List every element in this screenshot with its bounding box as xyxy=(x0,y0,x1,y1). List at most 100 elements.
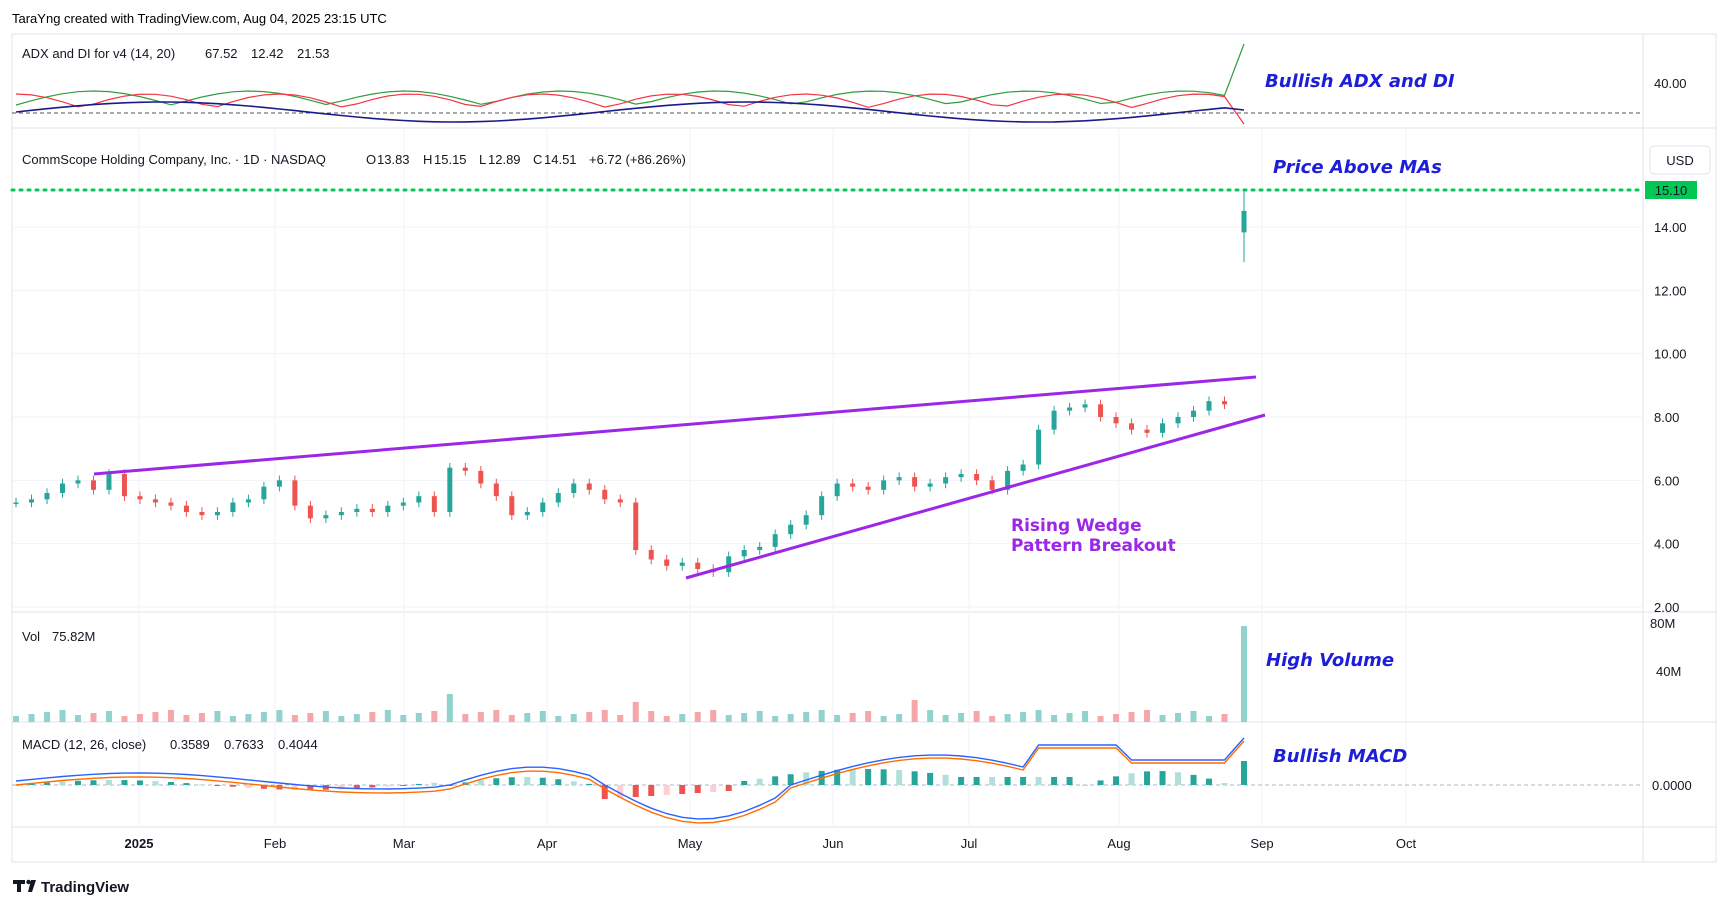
macd-histogram-bar xyxy=(1082,785,1089,786)
candle-body xyxy=(586,483,592,490)
currency-button[interactable] xyxy=(1649,145,1711,175)
time-axis-label: 2025 xyxy=(125,836,154,851)
macd-histogram-bar xyxy=(539,777,546,785)
candle-body xyxy=(726,556,732,573)
high-label: H xyxy=(423,152,432,167)
wedge-label-line2: Pattern Breakout xyxy=(1011,536,1176,556)
candle-body xyxy=(819,496,825,516)
volume-bar xyxy=(105,711,112,722)
macd-histogram-bar xyxy=(663,785,670,795)
macd-histogram-bar xyxy=(834,769,841,785)
price-pane: CommScope Holding Company, Inc. · 1D · N… xyxy=(10,145,1711,615)
candle-body xyxy=(772,534,778,547)
candle-body xyxy=(757,546,763,550)
macd-histogram-bar xyxy=(152,781,159,785)
macd-histogram-bar xyxy=(90,780,97,785)
candle-body xyxy=(183,505,189,512)
macd-histogram-bar xyxy=(1097,780,1104,785)
candle-body xyxy=(276,480,282,487)
time-axis-label: Mar xyxy=(393,836,416,851)
volume-bar xyxy=(1128,712,1135,722)
pane-borders xyxy=(11,33,1717,863)
close-label: C xyxy=(533,152,542,167)
adx-value-1: 67.52 xyxy=(205,46,238,61)
candle-body xyxy=(1160,423,1166,433)
macd-histogram-bar xyxy=(803,772,810,785)
price-axis-label: 14.00 xyxy=(1654,220,1687,235)
candle-body xyxy=(230,502,236,512)
candle-body xyxy=(679,562,685,566)
candle-body xyxy=(13,502,19,504)
high-value: 15.15 xyxy=(434,152,467,167)
time-axis-label: Jun xyxy=(823,836,844,851)
volume-bar xyxy=(276,710,283,722)
candle-body xyxy=(865,486,871,490)
candle-body xyxy=(1191,410,1197,417)
candle-body xyxy=(834,483,840,497)
macd-histogram-bar xyxy=(338,785,345,790)
adx-axis-label: 40.00 xyxy=(1654,76,1687,91)
volume-pane: Vol 75.82M 80M 40M High Volume xyxy=(13,616,1681,722)
candle-body xyxy=(1020,464,1026,471)
macd-value-3: 0.4044 xyxy=(278,737,318,752)
volume-bar xyxy=(601,710,608,722)
last-price-tag xyxy=(1645,181,1697,199)
macd-histogram-bar xyxy=(911,771,918,785)
volume-bar xyxy=(663,716,670,722)
candle-body xyxy=(44,493,50,500)
volume-bar xyxy=(1175,713,1182,722)
macd-axis-label: 0.0000 xyxy=(1652,778,1692,793)
volume-bar xyxy=(896,714,903,722)
low-value: 12.89 xyxy=(488,152,521,167)
volume-bar xyxy=(1035,710,1042,722)
candle-body xyxy=(168,502,174,506)
macd-histogram-bar xyxy=(679,785,686,794)
candle-body xyxy=(462,467,468,471)
volume-bar xyxy=(1206,716,1213,722)
volume-bar xyxy=(90,713,97,722)
candle-body xyxy=(199,512,205,516)
volume-bar xyxy=(1004,714,1011,722)
macd-histogram-bar xyxy=(1020,777,1027,785)
credit-text: TaraYng created with TradingView.com, Au… xyxy=(12,11,387,26)
candle-body xyxy=(912,477,918,487)
macd-histogram-bar xyxy=(198,784,205,786)
candle-body xyxy=(292,480,298,506)
macd-histogram-bar xyxy=(369,785,376,788)
volume-bar xyxy=(28,714,35,722)
candle-body xyxy=(1113,417,1119,424)
adx-annotation: Bullish ADX and DI xyxy=(1265,71,1455,92)
candle-body xyxy=(493,483,499,497)
macd-histogram-bar xyxy=(1128,773,1135,785)
macd-histogram-bar xyxy=(1004,777,1011,785)
macd-line xyxy=(15,737,1245,820)
candle-body xyxy=(555,493,561,503)
candle-body xyxy=(1144,429,1150,433)
macd-histogram-bar xyxy=(772,776,779,785)
volume-bar xyxy=(539,711,546,722)
volume-bar xyxy=(384,710,391,722)
volume-bar xyxy=(787,714,794,722)
macd-histogram-bar xyxy=(508,777,515,785)
tradingview-logo[interactable]: TradingView xyxy=(13,879,129,896)
macd-histogram-bar xyxy=(74,780,81,785)
volume-bar xyxy=(400,715,407,722)
candle-body xyxy=(59,483,65,493)
macd-histogram-bar xyxy=(245,785,252,788)
volume-bar xyxy=(167,710,174,722)
volume-bar xyxy=(617,715,624,722)
candle-body xyxy=(307,505,313,519)
volume-bar xyxy=(508,715,515,722)
volume-bar xyxy=(570,714,577,722)
macd-histogram-bar xyxy=(1035,777,1042,785)
candle-body xyxy=(571,483,577,493)
candle-body xyxy=(137,496,143,500)
wedge-lower-trendline xyxy=(685,413,1266,580)
volume-bar xyxy=(291,715,298,722)
volume-bar xyxy=(136,714,143,722)
volume-bar xyxy=(152,712,159,722)
volume-tick-80m: 80M xyxy=(1650,616,1675,631)
candle-body xyxy=(354,508,360,512)
macd-histogram-bar xyxy=(1113,776,1120,785)
price-annotation: Price Above MAs xyxy=(1273,157,1442,178)
